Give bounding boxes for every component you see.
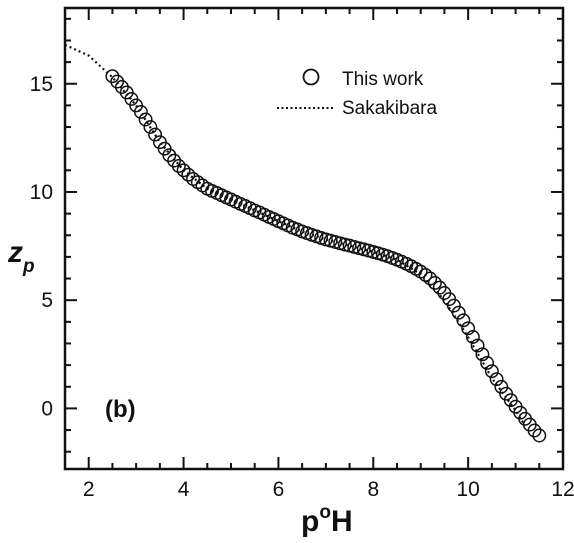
this-work-data-point: [143, 120, 158, 134]
legend: This work Sakakibara: [277, 68, 437, 119]
this-work-data-point: [148, 127, 163, 142]
this-work-data-point: [494, 379, 509, 394]
plot-frame: [63, 6, 565, 471]
this-work-data-point: [456, 313, 471, 328]
y-tick-label: 5: [41, 289, 53, 312]
this-work-data-point: [470, 338, 485, 353]
this-work-data-point: [532, 428, 547, 443]
this-work-data-point: [527, 423, 542, 438]
legend-label-this-work: This work: [342, 69, 424, 90]
y-tick-label: 15: [30, 73, 53, 96]
this-work-data-point: [133, 104, 148, 119]
this-work-data-point: [451, 305, 466, 320]
this-work-data-point: [181, 167, 196, 182]
this-work-data-point: [461, 321, 476, 336]
this-work-data-point: [423, 271, 438, 286]
y-axis-label-main: z: [7, 236, 23, 269]
x-tick-label: 10: [456, 478, 479, 501]
x-tick-label: 2: [83, 478, 95, 501]
this-work-data-point: [475, 347, 490, 362]
this-work-data-point: [176, 163, 191, 178]
x-axis-label-rest: H: [331, 505, 353, 538]
x-tick-label: 4: [178, 478, 190, 501]
y-axis-label-subscript: p: [22, 256, 35, 277]
x-axis-label-base: p: [301, 505, 319, 538]
axis-ticks: [64, 8, 564, 469]
x-axis-label: poH: [301, 502, 353, 538]
this-work-data-point: [480, 355, 495, 370]
this-work-points-layer: [105, 69, 547, 443]
this-work-data-point: [110, 74, 125, 89]
legend-label-sakakibara: Sakakibara: [342, 98, 437, 119]
x-tick-label: 12: [551, 478, 574, 501]
legend-marker-this-work: [302, 68, 320, 86]
this-work-data-point: [105, 69, 120, 84]
this-work-data-point: [465, 330, 480, 344]
this-work-data-point: [138, 112, 153, 127]
this-work-data-point: [446, 298, 461, 313]
x-axis-label-superscript: o: [319, 502, 331, 523]
this-work-data-point: [337, 237, 352, 252]
this-work-data-point: [489, 372, 504, 387]
x-tick-label: 6: [273, 478, 285, 501]
y-axis-label: zp: [7, 236, 35, 277]
this-work-data-point: [427, 275, 442, 290]
x-tick-label: 8: [367, 478, 379, 501]
this-work-data-point: [418, 267, 433, 282]
tick-labels: 2 4 6 8 10 12 0 5 10 15: [30, 73, 574, 501]
y-tick-label: 10: [30, 181, 53, 204]
y-tick-label: 0: [41, 397, 53, 420]
this-work-data-point: [171, 159, 186, 173]
panel-label: (b): [105, 396, 136, 423]
this-work-data-point: [484, 364, 499, 379]
